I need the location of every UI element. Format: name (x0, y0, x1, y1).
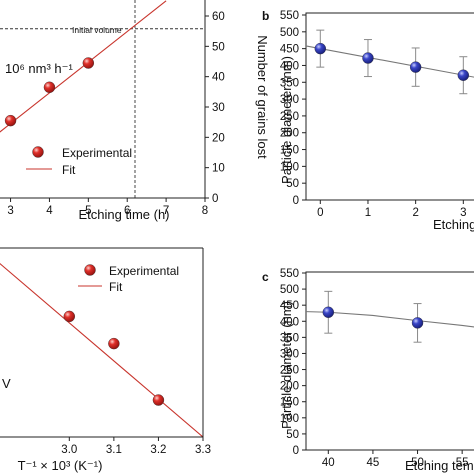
right-y-tick-label: 20 (212, 132, 225, 144)
data-point (82, 57, 95, 69)
data-point (457, 69, 470, 81)
y-tick-label: 250 (280, 365, 299, 377)
data-point (409, 61, 422, 73)
data-point (322, 306, 335, 318)
right-y-tick-label: 60 (212, 11, 225, 23)
fit-line (305, 45, 474, 78)
x-tick-label: 3.1 (106, 444, 122, 456)
y-tick-label: 0 (293, 445, 299, 457)
panel-c-temperature-plot: c Particle diameter (nm) Etching tem 0 50… (262, 268, 474, 473)
x-tick-label: 3.0 (61, 444, 77, 456)
panel-a-right-axis-label: Number of grains lost (255, 35, 270, 159)
fit-line (0, 0, 167, 133)
y-tick-label: 50 (286, 429, 299, 441)
y-tick-label: 550 (280, 10, 299, 22)
legend-experimental-symbol (32, 146, 44, 158)
x-tick-label: 6 (124, 205, 130, 217)
panel-arrhenius-legend-fit: Fit (109, 280, 123, 294)
data-point (63, 310, 76, 323)
right-y-tick-label: 10 (212, 163, 225, 175)
y-tick-label: 200 (280, 128, 299, 140)
panel-a-plot-area (0, 0, 205, 198)
x-tick-label: 7 (163, 205, 169, 217)
x-tick-label: 8 (202, 205, 208, 217)
panel-arrhenius-plot-area (0, 262, 204, 437)
x-tick-label: 55 (456, 457, 469, 469)
panel-c-y-axis-label: Particle diameter (nm) (279, 301, 294, 429)
y-tick-label: 450 (280, 44, 299, 56)
x-tick-label: 3 (460, 207, 466, 219)
y-tick-label: 150 (280, 397, 299, 409)
x-tick-label: 3 (7, 205, 13, 217)
x-tick-label: 40 (322, 457, 335, 469)
plot-frame (305, 271, 474, 451)
panel-a-time-plot: 10⁶ nm³ h⁻¹ Etching time (h) Number of g… (0, 0, 270, 222)
y-tick-label: 200 (280, 381, 299, 393)
data-point (314, 42, 327, 55)
y-tick-label: 300 (280, 348, 299, 360)
panel-arrhenius-x-axis-label: T⁻¹ × 10³ (K⁻¹) (18, 458, 103, 473)
x-tick-label: 2 (412, 207, 418, 219)
x-tick-label: 45 (367, 457, 380, 469)
panel-a-legend-fit: Fit (62, 163, 76, 177)
y-tick-label: 350 (280, 77, 299, 89)
right-y-tick-label: 50 (212, 41, 225, 53)
y-tick-label: 400 (280, 60, 299, 72)
y-tick-label: 100 (280, 413, 299, 425)
panel-b-diameter-plot: b Particle diameter (nm) Etching 0 50 100 1… (262, 9, 474, 232)
y-tick-label: 550 (280, 268, 299, 280)
y-tick-label: 500 (280, 27, 299, 39)
panel-arrhenius-plot: V Experimental Fit T⁻¹ × 10³ (K⁻¹) 3.0 3.… (0, 247, 211, 473)
panel-b-x-axis-label: Etching (433, 217, 474, 232)
fit-line (0, 262, 204, 437)
x-tick-label: 3.3 (195, 444, 211, 456)
legend-experimental-symbol (84, 264, 96, 276)
panel-c-letter: c (262, 270, 269, 284)
panel-b-letter: b (262, 9, 269, 23)
right-y-tick-label: 40 (212, 72, 225, 84)
panel-arrhenius-legend-experimental: Experimental (109, 264, 179, 278)
y-tick-label: 100 (280, 161, 299, 173)
data-point (43, 81, 56, 93)
right-y-tick-label: 0 (212, 193, 218, 205)
y-tick-label: 50 (286, 178, 299, 190)
panel-b-y-axis-label: Particle diameter (nm) (279, 56, 294, 184)
plot-frame (305, 12, 474, 201)
data-point (4, 114, 17, 127)
data-point (108, 337, 120, 350)
data-point (362, 52, 374, 64)
panel-a-legend-experimental: Experimental (62, 146, 132, 160)
x-tick-label: 50 (411, 457, 424, 469)
panel-arrhenius-unit-annotation: V (2, 376, 11, 391)
y-tick-label: 500 (280, 284, 299, 296)
panel-c-x-axis-label: Etching tem (405, 458, 474, 473)
y-tick-label: 0 (293, 195, 299, 207)
panel-a-rate-annotation: 10⁶ nm³ h⁻¹ (5, 61, 74, 76)
y-tick-label: 250 (280, 111, 299, 123)
data-point (411, 317, 424, 329)
reference-line-label: Initial volume (72, 25, 122, 35)
x-tick-label: 0 (317, 207, 323, 219)
data-point (152, 394, 165, 406)
right-y-tick-label: 30 (212, 102, 225, 114)
x-tick-label: 4 (46, 205, 53, 217)
x-tick-label: 3.2 (150, 444, 166, 456)
y-tick-label: 350 (280, 332, 299, 344)
x-tick-label: 1 (365, 207, 371, 219)
x-tick-label: 5 (85, 205, 91, 217)
y-tick-label: 400 (280, 316, 299, 328)
y-tick-label: 300 (280, 94, 299, 106)
y-tick-label: 150 (280, 145, 299, 157)
y-tick-label: 450 (280, 300, 299, 312)
panel-a-x-axis-label: Etching time (h) (78, 207, 169, 222)
